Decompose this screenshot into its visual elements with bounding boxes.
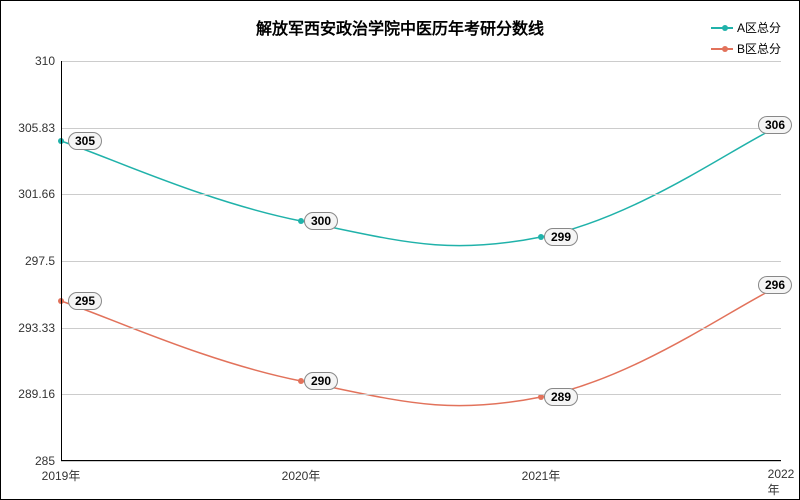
x-tick-label: 2020年 (282, 461, 321, 484)
x-tick-label: 2021年 (522, 461, 561, 484)
chart-title: 解放军西安政治学院中医历年考研分数线 (256, 15, 544, 39)
y-tick-label: 301.66 (18, 187, 61, 201)
y-tick-label: 305.83 (18, 121, 61, 135)
series-line (61, 285, 781, 406)
data-label: 300 (304, 212, 338, 230)
gridline (61, 394, 781, 395)
gridline (61, 461, 781, 462)
legend-item-a: A区总分 (711, 19, 781, 36)
x-tick-label: 2019年 (42, 461, 81, 484)
chart-container: 解放军西安政治学院中医历年考研分数线 A区总分 B区总分 285289.1629… (0, 0, 800, 500)
legend-label-b: B区总分 (737, 40, 781, 57)
data-label: 296 (758, 276, 792, 294)
gridline (61, 328, 781, 329)
x-tick-label: 2022年 (768, 461, 795, 498)
legend-dot-a-icon (722, 25, 728, 31)
y-tick-label: 310 (35, 54, 61, 68)
series-line (61, 125, 781, 246)
data-label: 305 (68, 132, 102, 150)
data-label: 289 (544, 388, 578, 406)
y-tick-label: 289.16 (18, 387, 61, 401)
data-label: 299 (544, 228, 578, 246)
gridline (61, 194, 781, 195)
data-label: 306 (758, 116, 792, 134)
legend-label-a: A区总分 (737, 19, 781, 36)
gridline (61, 261, 781, 262)
gridline (61, 128, 781, 129)
data-label: 290 (304, 372, 338, 390)
x-axis-line (61, 460, 781, 461)
data-label: 295 (68, 292, 102, 310)
gridline (61, 61, 781, 62)
legend-dot-b-icon (722, 46, 728, 52)
legend-item-b: B区总分 (711, 40, 781, 57)
plot-area: 285289.16293.33297.5301.66305.833102019年… (61, 61, 781, 461)
y-tick-label: 297.5 (25, 254, 61, 268)
y-axis-line (61, 61, 62, 461)
y-tick-label: 293.33 (18, 321, 61, 335)
legend: A区总分 B区总分 (711, 19, 781, 61)
